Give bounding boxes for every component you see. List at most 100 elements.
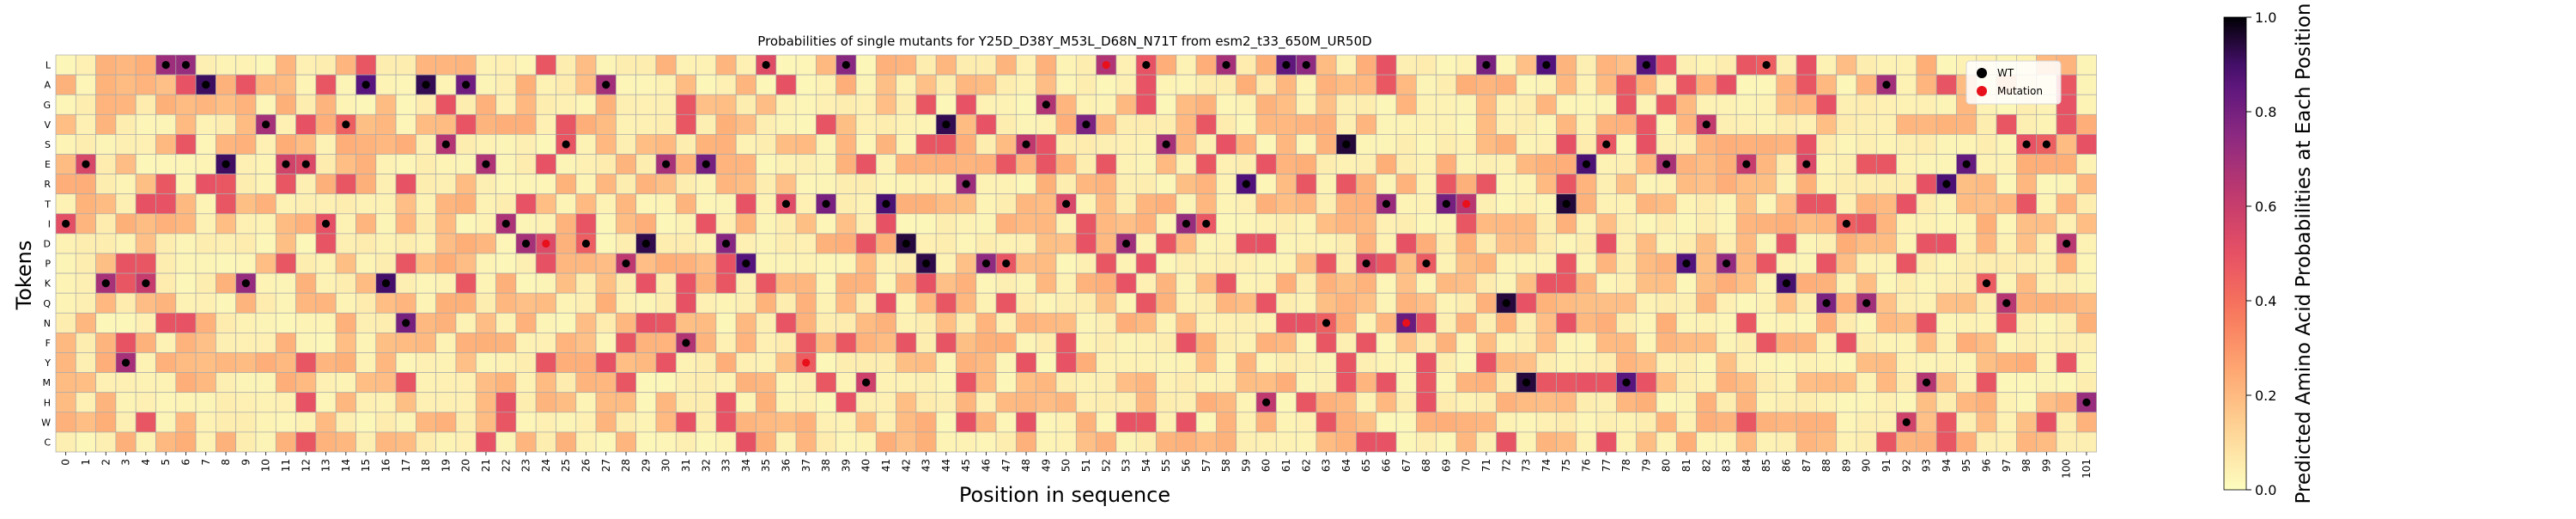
- colorbar-ticks: 0.00.20.40.60.81.0: [2246, 9, 2276, 498]
- heatmap-cell: [235, 233, 257, 254]
- heatmap-cell: [1075, 213, 1097, 235]
- x-tick-label: 28: [620, 459, 632, 472]
- heatmap-cell: [315, 372, 337, 394]
- heatmap-cell: [995, 193, 1017, 215]
- wt-marker: [381, 279, 391, 288]
- heatmap-cell: [1395, 412, 1417, 433]
- heatmap-cell: [335, 333, 356, 353]
- heatmap-cell: [1296, 193, 1317, 215]
- heatmap-cell: [1556, 312, 1577, 333]
- heatmap-cell: [355, 272, 377, 294]
- heatmap-cell: [1475, 412, 1497, 433]
- heatmap-cell: [975, 74, 997, 95]
- heatmap-cell: [2056, 412, 2077, 433]
- heatmap-cell: [775, 272, 797, 294]
- heatmap-cell: [1816, 392, 1838, 413]
- heatmap-cell: [255, 213, 276, 235]
- x-tick-label: 79: [1640, 459, 1652, 472]
- heatmap-cell: [95, 233, 117, 254]
- heatmap-cell: [1395, 174, 1417, 195]
- heatmap-cell: [1176, 352, 1197, 373]
- heatmap-cell: [1055, 174, 1077, 195]
- heatmap-cell: [135, 94, 156, 115]
- heatmap-cell: [175, 253, 197, 274]
- heatmap-cell: [1315, 352, 1337, 373]
- heatmap-cell: [55, 134, 76, 155]
- heatmap-cell: [1816, 193, 1838, 215]
- heatmap-cell: [175, 292, 197, 314]
- x-tick-label: 59: [1240, 459, 1252, 472]
- heatmap-cell: [1576, 312, 1597, 333]
- x-tick-label: 9: [240, 459, 252, 466]
- heatmap-cell: [1896, 333, 1917, 353]
- heatmap-cell: [455, 213, 477, 235]
- heatmap-cell: [1055, 431, 1077, 453]
- heatmap-cell: [1176, 412, 1197, 433]
- heatmap-cell: [1556, 213, 1577, 235]
- heatmap-cell: [1176, 333, 1197, 353]
- heatmap-cell: [2056, 352, 2077, 373]
- heatmap-cell: [995, 392, 1017, 413]
- heatmap-cell: [1875, 134, 1897, 155]
- heatmap-cell: [735, 193, 756, 215]
- heatmap-cell: [1516, 193, 1537, 215]
- heatmap-cell: [235, 74, 257, 95]
- heatmap-cell: [1675, 272, 1697, 294]
- heatmap-cell: [1735, 213, 1757, 235]
- heatmap-cell: [355, 292, 377, 314]
- heatmap-cell: [1115, 272, 1137, 294]
- heatmap-cell: [1055, 233, 1077, 254]
- heatmap-cell: [95, 54, 117, 76]
- heatmap-cell: [835, 233, 857, 254]
- heatmap-cell: [135, 193, 156, 215]
- heatmap-cell: [995, 372, 1017, 394]
- heatmap-cell: [795, 253, 817, 274]
- heatmap-cell: [2016, 174, 2038, 195]
- heatmap-cell: [1055, 54, 1077, 76]
- heatmap-cell: [275, 372, 296, 394]
- heatmap-cell: [1996, 372, 2017, 394]
- heatmap-cell: [1315, 74, 1337, 95]
- heatmap-cell: [55, 272, 76, 294]
- heatmap-cell: [1636, 431, 1657, 453]
- x-tick-label: 11: [280, 459, 292, 472]
- heatmap-cell: [1455, 253, 1477, 274]
- heatmap-cell: [1896, 352, 1917, 373]
- heatmap-cell: [195, 392, 216, 413]
- heatmap-cell: [175, 134, 197, 155]
- heatmap-cell: [1916, 253, 1937, 274]
- heatmap-cell: [1636, 233, 1657, 254]
- heatmap-cell: [1455, 154, 1477, 174]
- heatmap-cell: [1836, 154, 1857, 174]
- heatmap-cell: [1675, 233, 1697, 254]
- heatmap-cell: [2056, 193, 2077, 215]
- heatmap-cell: [1776, 431, 1797, 453]
- heatmap-cell: [1535, 134, 1557, 155]
- heatmap-cell: [155, 213, 177, 235]
- heatmap-cell: [795, 233, 817, 254]
- heatmap-cell: [1296, 333, 1317, 353]
- heatmap-cell: [1636, 113, 1657, 135]
- heatmap-cell: [1595, 272, 1617, 294]
- heatmap-cell: [216, 392, 237, 413]
- heatmap-cell: [1335, 213, 1357, 235]
- x-tick-label: 78: [1620, 459, 1632, 472]
- heatmap-cell: [235, 333, 257, 353]
- heatmap-cell: [1255, 54, 1277, 76]
- heatmap-cell: [1096, 392, 1117, 413]
- heatmap-cell: [1395, 253, 1417, 274]
- legend-box: [1965, 60, 2062, 105]
- heatmap-cell: [1595, 94, 1617, 115]
- heatmap-cell: [1836, 333, 1857, 353]
- heatmap-cell: [1395, 213, 1417, 235]
- x-tick-label: 24: [540, 459, 552, 472]
- heatmap-cell: [816, 174, 837, 195]
- heatmap-cell: [595, 392, 617, 413]
- heatmap-cell: [1275, 94, 1297, 115]
- heatmap-cell: [1236, 113, 1257, 135]
- heatmap-cell: [1036, 74, 1057, 95]
- heatmap-cell: [2056, 253, 2077, 274]
- heatmap-cell: [1436, 154, 1457, 174]
- heatmap-cell: [375, 134, 397, 155]
- heatmap-cell: [1856, 233, 1877, 254]
